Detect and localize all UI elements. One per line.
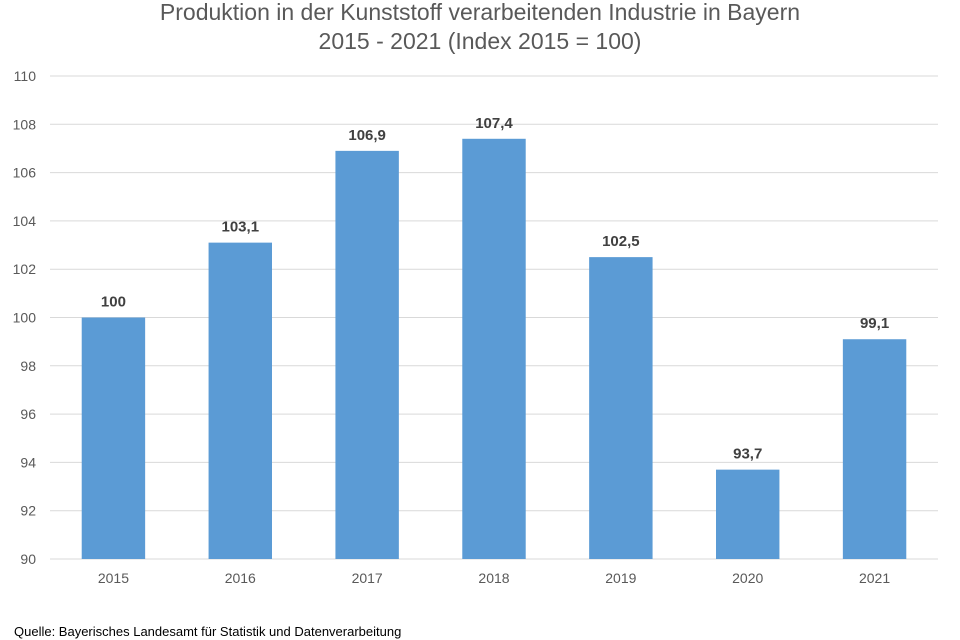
chart-title-line-2: 2015 - 2021 (Index 2015 = 100) (319, 28, 642, 54)
bar (589, 257, 653, 559)
data-label: 102,5 (602, 233, 640, 250)
y-tick-label: 110 (14, 68, 37, 84)
y-tick-label: 108 (13, 116, 37, 132)
data-label: 93,7 (733, 446, 762, 463)
y-tick-label: 100 (13, 310, 37, 326)
y-tick-label: 102 (13, 261, 37, 277)
x-tick-label: 2019 (605, 570, 636, 586)
data-label: 107,4 (475, 115, 513, 132)
bar (462, 138, 526, 560)
y-tick-label: 90 (20, 551, 36, 567)
data-label: 103,1 (222, 219, 260, 236)
x-tick-label: 2015 (98, 570, 129, 586)
y-tick-label: 106 (13, 165, 37, 181)
bar (335, 150, 399, 560)
data-label: 100 (101, 294, 126, 311)
x-tick-label: 2020 (732, 570, 763, 586)
bar (716, 469, 780, 559)
source-note: Quelle: Bayerisches Landesamt für Statis… (14, 624, 402, 639)
data-label: 106,9 (348, 127, 386, 144)
y-tick-label: 92 (20, 503, 36, 519)
bar (81, 317, 146, 559)
chart-title-line-1: Produktion in der Kunststoff verarbeiten… (160, 0, 800, 25)
y-axis: 90 92 94 96 98 100 102 104 106 108 110 (13, 68, 37, 567)
x-tick-label: 2021 (859, 570, 890, 586)
x-tick-label: 2018 (478, 570, 509, 586)
y-tick-label: 104 (13, 213, 37, 229)
x-tick-label: 2016 (225, 570, 256, 586)
data-labels: 100 103,1 106,9 107,4 102,5 93,7 99,1 (101, 115, 889, 463)
x-tick-label: 2017 (352, 570, 383, 586)
y-tick-label: 94 (20, 454, 36, 470)
bar (842, 339, 907, 559)
y-tick-label: 98 (20, 358, 36, 374)
bar (208, 242, 272, 559)
x-axis: 2015 2016 2017 2018 2019 2020 2021 (98, 570, 891, 586)
bars (81, 138, 907, 560)
y-tick-label: 96 (20, 406, 36, 422)
data-label: 99,1 (860, 315, 889, 332)
